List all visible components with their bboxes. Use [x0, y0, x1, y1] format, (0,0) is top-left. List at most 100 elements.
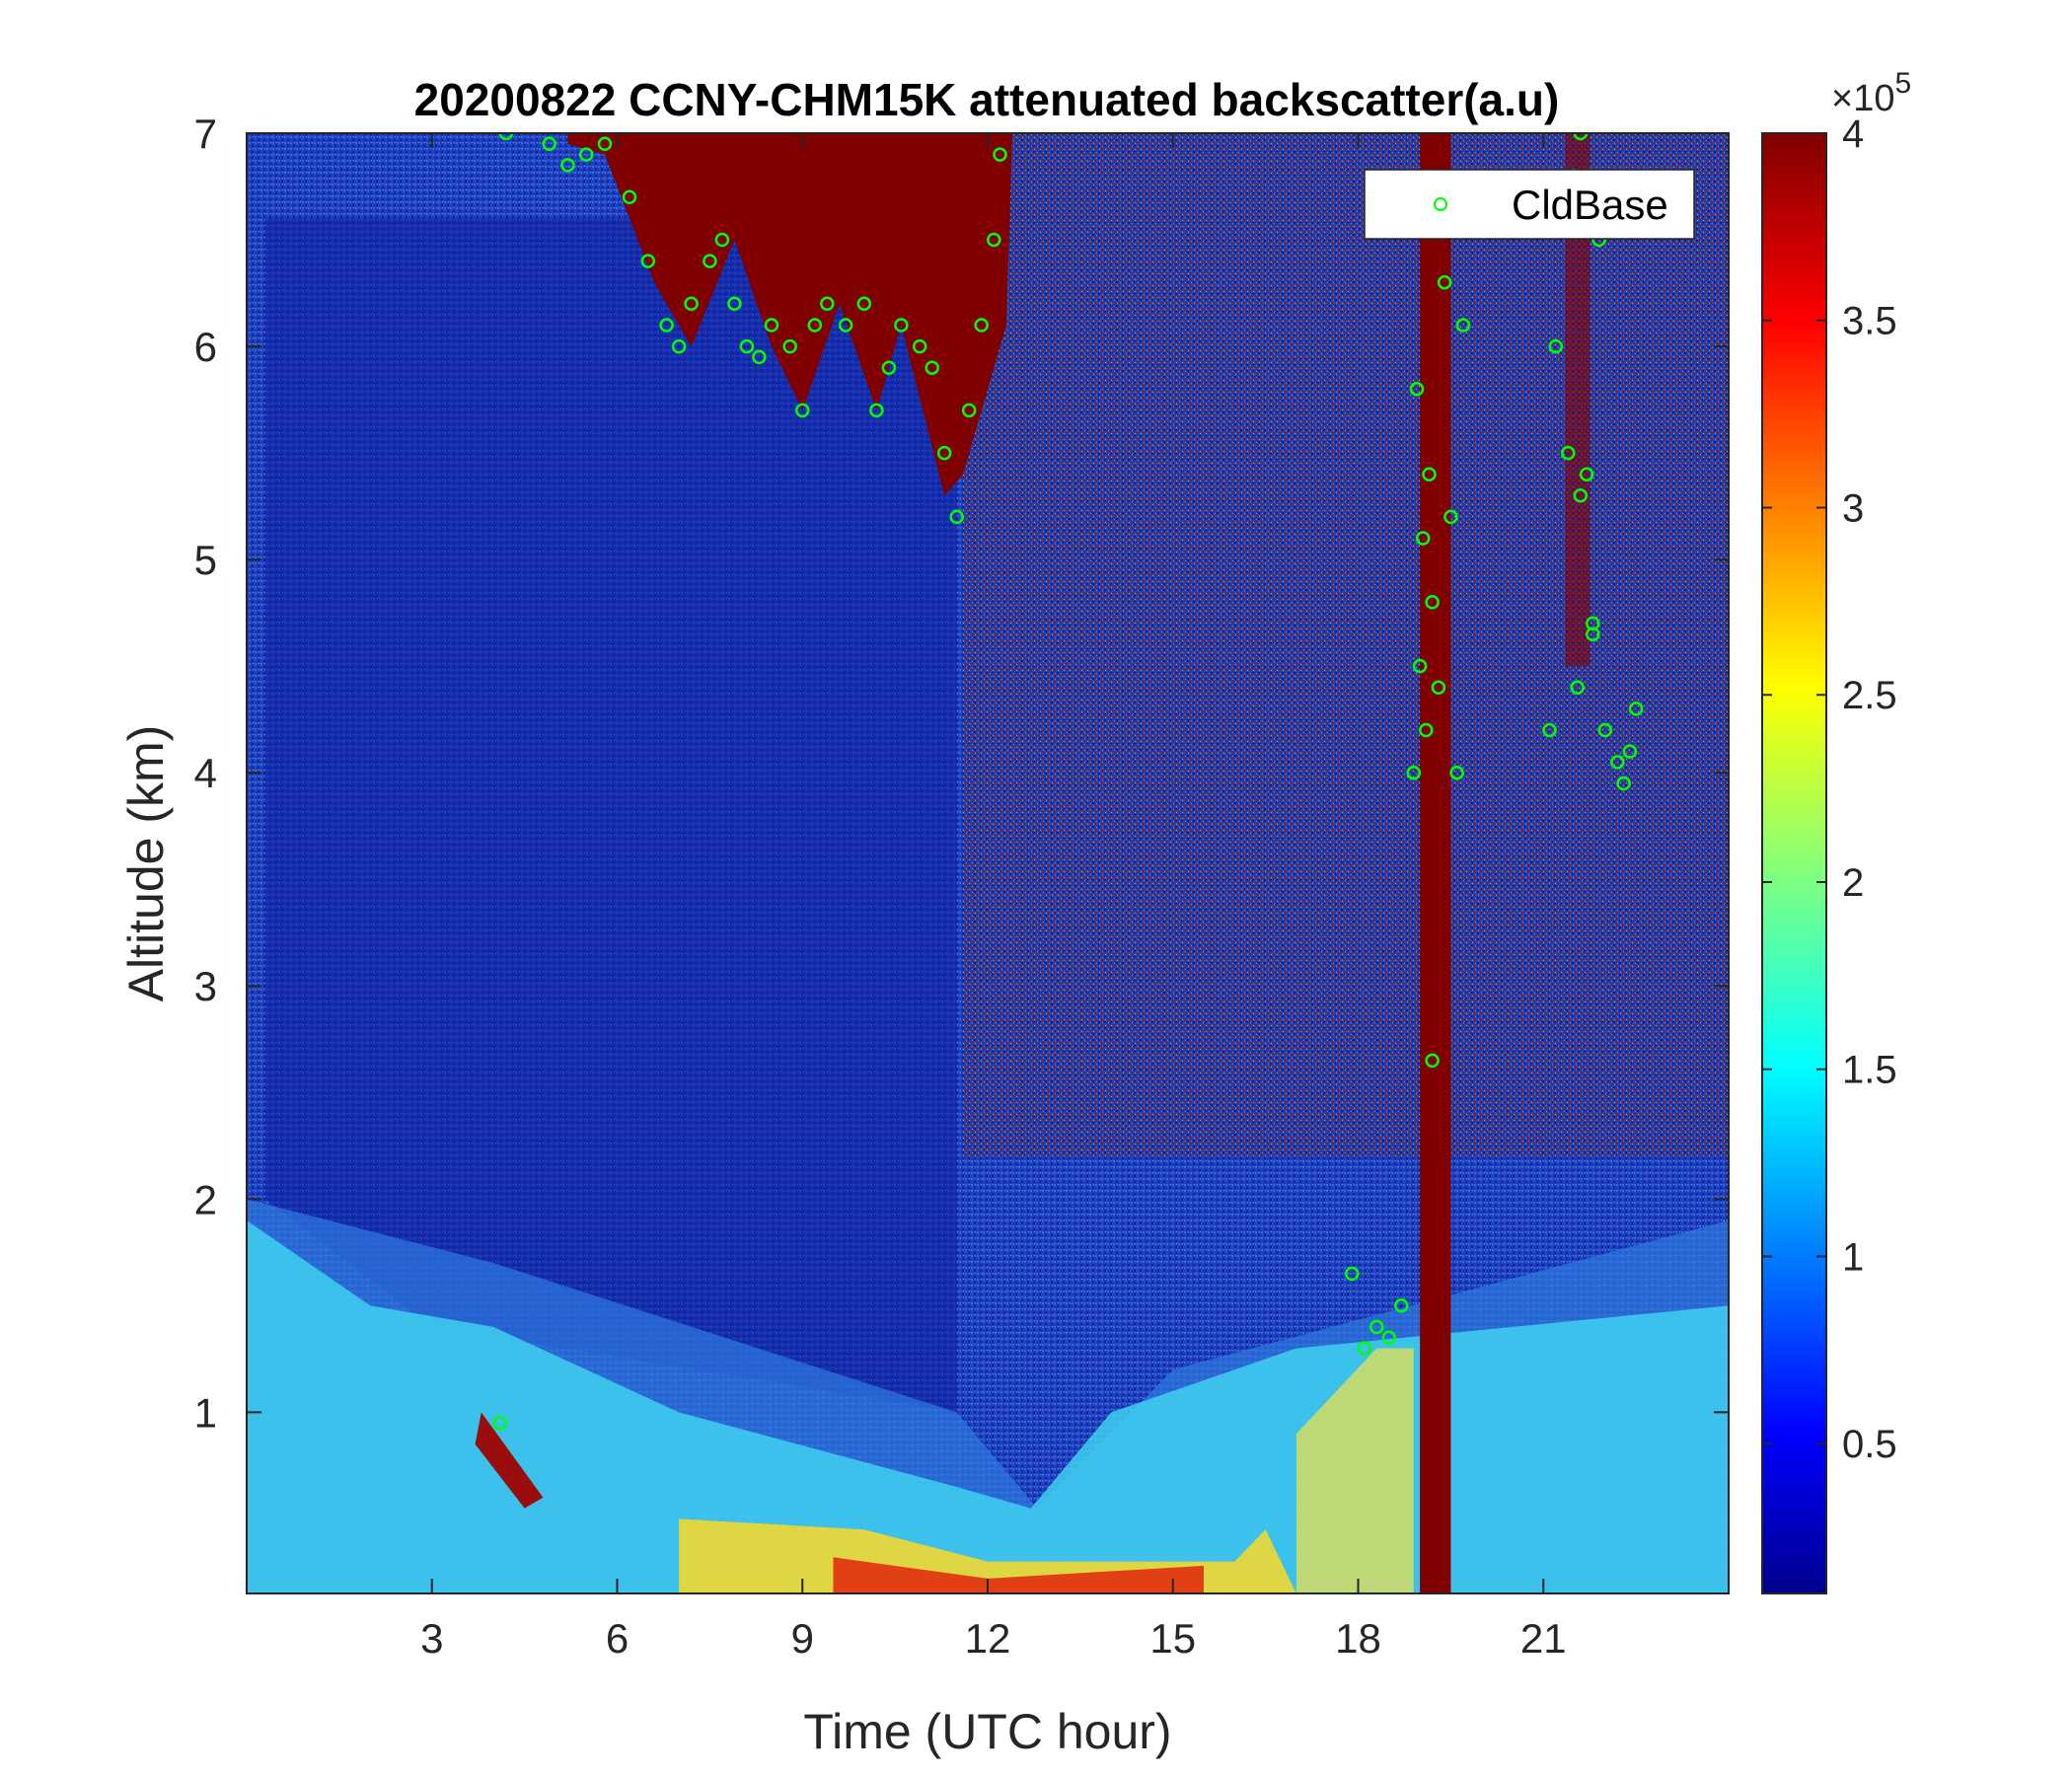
- cldbase-point: [542, 136, 556, 152]
- cldbase-point: [1622, 744, 1638, 759]
- cldbase-point: [1422, 467, 1437, 481]
- legend-label: CldBase: [1512, 182, 1668, 228]
- backscatter-heatmap: [247, 133, 1729, 1593]
- cldbase-point: [1431, 680, 1446, 696]
- cldbase-point: [1561, 445, 1576, 461]
- cldbase-point: [912, 338, 927, 354]
- upper-cloud-block: [567, 133, 1012, 496]
- cldbase-point: [1344, 1266, 1360, 1282]
- cldbase-point: [807, 318, 823, 333]
- x-tick-label: 12: [965, 1615, 1011, 1662]
- cldbase-point: [1369, 1319, 1384, 1335]
- cldbase-point: [1542, 722, 1557, 738]
- cldbase-point: [1409, 382, 1425, 397]
- x-axis-label: Time (UTC hour): [803, 1704, 1171, 1759]
- plot-area: [247, 133, 1729, 1593]
- cldbase-point: [764, 318, 779, 333]
- legend-marker: [1434, 197, 1447, 211]
- y-tick-label: 3: [194, 963, 217, 1009]
- cldbase-point: [1406, 765, 1422, 780]
- mixed-high-region: [963, 133, 1729, 1157]
- cldbase-point: [1381, 1330, 1397, 1345]
- cldbase-point: [820, 296, 835, 312]
- x-tick-label: 3: [420, 1615, 443, 1662]
- cldbase-point: [961, 403, 977, 418]
- dark-blue-region: [264, 218, 957, 1413]
- x-tick-label: 6: [606, 1615, 629, 1662]
- cldbase-point: [1597, 722, 1613, 738]
- y-tick-label: 7: [194, 111, 217, 157]
- cldbase-point: [498, 133, 514, 141]
- cldbase-point: [1573, 133, 1589, 141]
- cldbase-point: [1455, 318, 1471, 333]
- colorbar-ticks: 0.5 1 1.5 2 2.5 3 3.5 4: [1762, 112, 1897, 1466]
- cldbase-point: [1573, 488, 1589, 503]
- cldbase-point: [752, 349, 767, 365]
- cldbase-point: [671, 338, 687, 354]
- colorbar-multiplier-exp: 5: [1894, 67, 1911, 100]
- morning-aerosol-plume: [475, 1412, 544, 1509]
- cldbase-point: [1570, 680, 1585, 696]
- colorbar-tick-label: 2.5: [1842, 674, 1897, 717]
- cldbase-point: [949, 509, 964, 525]
- x-tick-label: 21: [1520, 1615, 1567, 1662]
- y-axis-label: Altitude (km): [118, 725, 174, 1002]
- cldbase-point: [974, 318, 989, 333]
- colorbar-gradient: [1761, 132, 1827, 1594]
- cldbase-point: [1412, 658, 1428, 674]
- yellow-plume: [1295, 1348, 1414, 1593]
- cldbase-point: [1548, 338, 1564, 354]
- cldbase-point: [1419, 722, 1434, 738]
- colorbar-multiplier: ×105: [1831, 67, 1911, 119]
- cldbase-point: [881, 360, 897, 375]
- cldbase-point: [1449, 765, 1464, 780]
- cldbase-point: [987, 232, 1001, 248]
- y-tick-label: 4: [194, 750, 217, 796]
- cldbase-point: [1628, 702, 1644, 716]
- cldbase-point: [560, 158, 575, 173]
- x-axis: 3 6 9 12 15 18 21: [420, 133, 1567, 1662]
- y-axis: 1 2 3 4 5 6 7: [194, 111, 1729, 1436]
- cldbase-point: [1586, 627, 1600, 641]
- colorbar: 0.5 1 1.5 2 2.5 3 3.5 4 ×105: [1761, 67, 1911, 1594]
- cldbase-point: [782, 338, 797, 354]
- x-tick-label: 18: [1335, 1615, 1381, 1662]
- precipitation-column-2: [1565, 133, 1591, 667]
- cldbase-point: [1610, 755, 1625, 770]
- cldbase-point: [993, 147, 1007, 162]
- cldbase-point: [1425, 595, 1440, 610]
- precipitation-column-1: [1420, 133, 1451, 1593]
- cldbase-point: [703, 254, 717, 268]
- cldbase-point: [869, 403, 884, 418]
- colorbar-multiplier-base: ×10: [1831, 78, 1894, 119]
- colorbar-tick-label: 4: [1842, 112, 1864, 156]
- y-tick-label: 2: [194, 1176, 217, 1222]
- cldbase-point: [1616, 776, 1631, 791]
- cldbase-point: [597, 136, 613, 152]
- cldbase-point: [659, 318, 674, 333]
- cldbase-point: [1415, 531, 1431, 546]
- cldbase-point: [739, 338, 755, 354]
- cldbase-point: [1579, 467, 1594, 481]
- cldbase-point: [727, 296, 742, 312]
- cldbase-point: [894, 318, 909, 333]
- red-surface-layer: [833, 1557, 1204, 1593]
- colorbar-tick-label: 1: [1842, 1235, 1864, 1279]
- cldbase-point: [684, 296, 699, 312]
- cldbase-point: [1437, 274, 1452, 290]
- cldbase-point: [492, 1415, 507, 1431]
- cldbase-point: [1357, 1341, 1372, 1356]
- colorbar-tick-label: 3: [1842, 486, 1864, 530]
- cldbase-point: [838, 318, 853, 333]
- colorbar-tick-label: 2: [1842, 861, 1864, 905]
- cldbase-point: [622, 189, 637, 205]
- legend-box: [1364, 169, 1695, 240]
- y-tick-label: 6: [194, 324, 217, 370]
- cldbase-point: [578, 147, 594, 162]
- y-tick-label: 5: [194, 537, 217, 583]
- cldbase-series: [492, 133, 1644, 1431]
- cldbase-point: [856, 296, 872, 312]
- cldbase-point: [714, 232, 730, 248]
- cldbase-point: [640, 254, 656, 268]
